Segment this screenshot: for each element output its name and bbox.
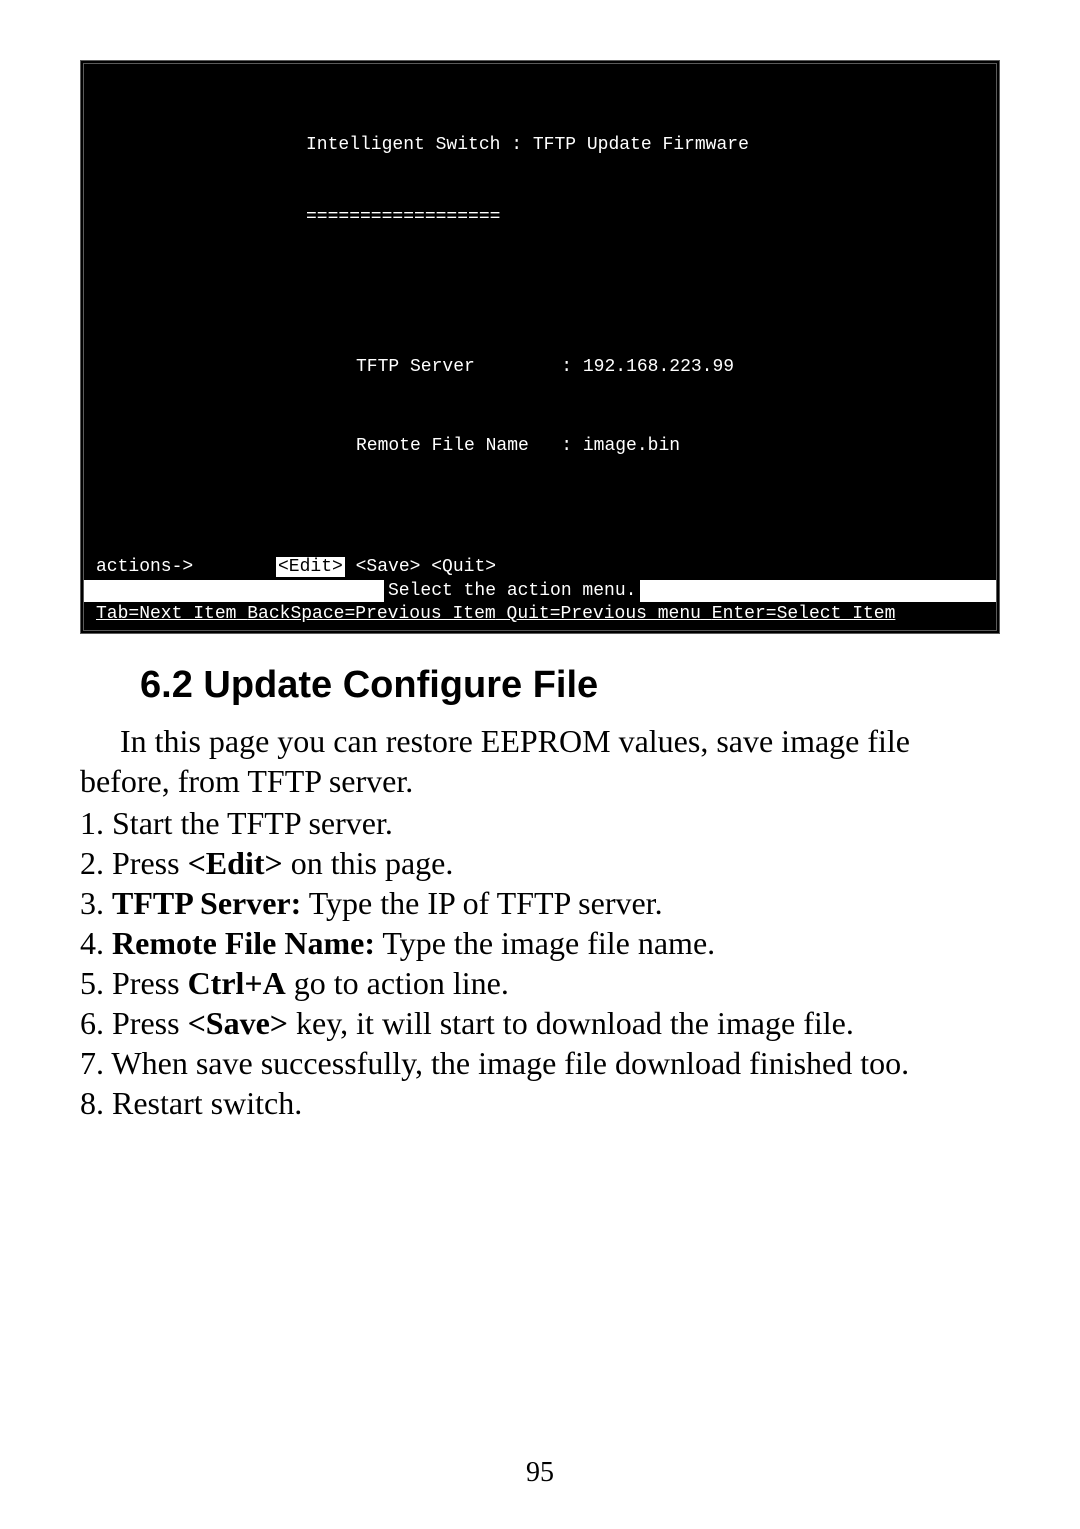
hint-enter: Enter=Select Item xyxy=(712,604,896,624)
bottom-hint-row: Tab=Next Item BackSpace=Previous Item Qu… xyxy=(84,602,996,630)
step-line: 6. Press <Save> key, it will start to do… xyxy=(80,1003,1000,1043)
step-line: 2. Press <Edit> on this page. xyxy=(80,843,1000,883)
steps-list: 1. Start the TFTP server.2. Press <Edit>… xyxy=(80,803,1000,1123)
action-menu-hint: Select the action menu. xyxy=(384,579,640,603)
tftp-server-value[interactable]: 192.168.223.99 xyxy=(583,357,734,377)
page-number: 95 xyxy=(0,1457,1080,1489)
hint-tab: Tab=Next Item xyxy=(96,604,236,624)
remote-file-label: Remote File Name xyxy=(356,436,529,456)
terminal-window: Intelligent Switch : TFTP Update Firmwar… xyxy=(80,60,1000,634)
terminal-underline: ================== xyxy=(96,205,984,229)
step-line: 3. TFTP Server: Type the IP of TFTP serv… xyxy=(80,883,1000,923)
step-line: 5. Press Ctrl+A go to action line. xyxy=(80,963,1000,1003)
actions-label: actions-> xyxy=(96,555,276,579)
step-line: 4. Remote File Name: Type the image file… xyxy=(80,923,1000,963)
intro-paragraph: In this page you can restore EEPROM valu… xyxy=(80,721,1000,801)
save-action[interactable]: <Save> xyxy=(356,557,421,577)
quit-action[interactable]: <Quit> xyxy=(431,557,496,577)
hint-quit: Quit=Previous menu xyxy=(507,604,701,624)
step-line: 1. Start the TFTP server. xyxy=(80,803,1000,843)
section-heading: 6.2 Update Configure File xyxy=(80,664,1000,707)
actions-row: actions-> <Edit> <Save> <Quit> xyxy=(84,555,996,579)
step-line: 7. When save successfully, the image fil… xyxy=(80,1043,1000,1083)
action-menu-bar: Select the action menu. xyxy=(84,580,996,602)
step-line: 8. Restart switch. xyxy=(80,1083,1000,1123)
terminal-title: Intelligent Switch : TFTP Update Firmwar… xyxy=(306,135,749,155)
edit-action[interactable]: <Edit> xyxy=(276,557,345,577)
remote-file-value[interactable]: image.bin xyxy=(583,436,680,456)
hint-back: BackSpace=Previous Item xyxy=(247,604,495,624)
tftp-server-label: TFTP Server xyxy=(356,357,475,377)
